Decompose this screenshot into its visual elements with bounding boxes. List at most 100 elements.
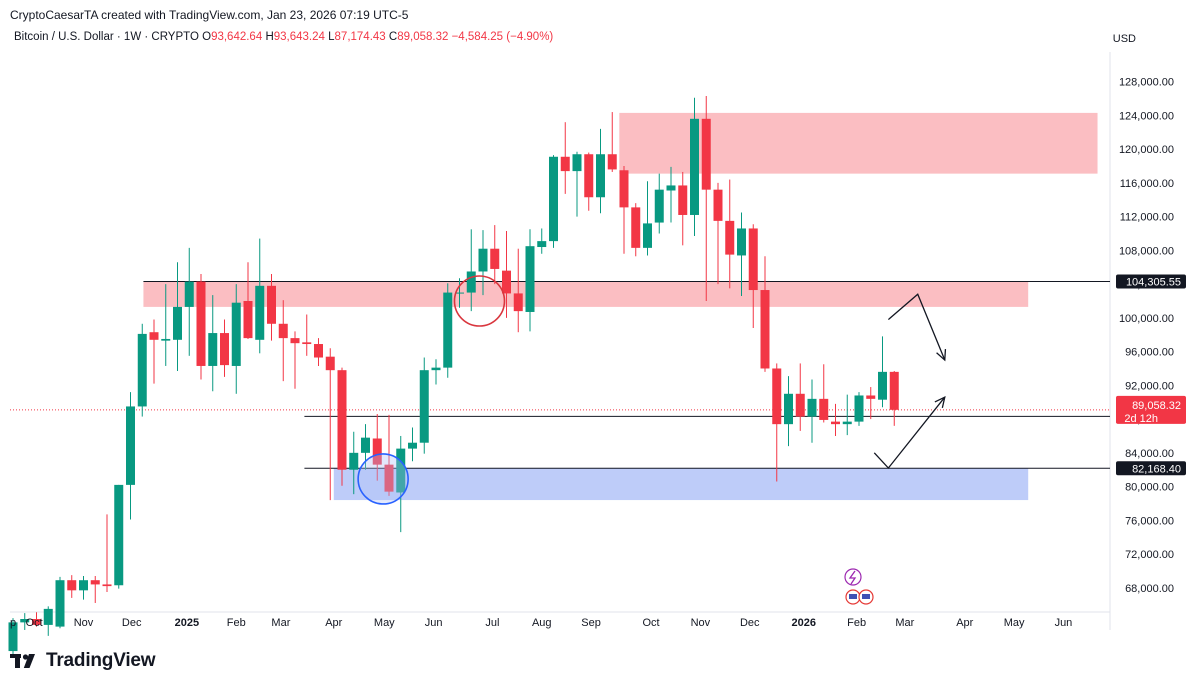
lower-support-level-tag-label: 82,168.40 xyxy=(1132,463,1181,475)
candle-body[interactable] xyxy=(701,118,711,190)
candle-body[interactable] xyxy=(184,281,194,307)
candle-body[interactable] xyxy=(290,338,300,344)
candle-body[interactable] xyxy=(431,367,441,371)
change-value: −4,584.25 (−4.90%) xyxy=(451,31,554,43)
candle-body[interactable] xyxy=(278,323,288,339)
candlestick-series[interactable] xyxy=(8,96,899,657)
candle-body[interactable] xyxy=(443,292,453,368)
lightning-event-icon[interactable] xyxy=(844,568,862,586)
candle-body[interactable] xyxy=(560,156,570,172)
candle-body[interactable] xyxy=(126,406,135,485)
candle-body[interactable] xyxy=(173,306,182,340)
demand-zone[interactable] xyxy=(333,468,1029,501)
candle-body[interactable] xyxy=(325,356,335,371)
bearish-scenario-arrow-head xyxy=(936,349,947,362)
candle-body[interactable] xyxy=(137,333,147,407)
candle-body[interactable] xyxy=(619,170,629,208)
candle-body[interactable] xyxy=(90,580,100,585)
candle-body[interactable] xyxy=(455,292,464,294)
upper-supply-zone[interactable] xyxy=(619,112,1098,174)
candle-body[interactable] xyxy=(678,185,688,215)
x-tick-label: Mar xyxy=(895,617,914,629)
candle-body[interactable] xyxy=(243,301,253,339)
bearish-scenario-arrow[interactable] xyxy=(887,293,946,361)
candle-body[interactable] xyxy=(314,344,323,358)
candle-body[interactable] xyxy=(854,395,864,422)
candle-body[interactable] xyxy=(525,246,535,312)
candle-body[interactable] xyxy=(725,220,735,255)
candle-body[interactable] xyxy=(8,622,18,652)
candle-body[interactable] xyxy=(584,154,594,198)
resistance-retest-circle[interactable] xyxy=(453,275,506,327)
candle-body[interactable] xyxy=(255,285,265,340)
candle-body[interactable] xyxy=(361,437,370,453)
candle-body[interactable] xyxy=(161,338,171,341)
candle-body[interactable] xyxy=(419,370,429,443)
candle-body[interactable] xyxy=(114,484,124,586)
symbol-name[interactable]: Bitcoin / U.S. Dollar · 1W · CRYPTO xyxy=(14,31,199,43)
candle-body[interactable] xyxy=(396,448,406,493)
candle-body[interactable] xyxy=(32,619,41,625)
candle-body[interactable] xyxy=(549,156,558,242)
candle-body[interactable] xyxy=(20,619,30,623)
candle-body[interactable] xyxy=(643,223,652,248)
candle-body[interactable] xyxy=(79,580,88,591)
x-tick-label: Feb xyxy=(227,617,246,629)
candle-body[interactable] xyxy=(149,332,159,340)
candle-body[interactable] xyxy=(43,608,53,625)
candle-body[interactable] xyxy=(795,393,805,417)
flag-canton xyxy=(862,594,870,599)
support-retest-circle[interactable] xyxy=(357,453,409,505)
candle-body[interactable] xyxy=(372,438,382,465)
candle-body[interactable] xyxy=(384,464,394,492)
candle-body[interactable] xyxy=(408,442,417,449)
x-tick-label: 2025 xyxy=(175,617,199,629)
candle-body[interactable] xyxy=(666,185,676,191)
candle-body[interactable] xyxy=(772,368,782,425)
candle-body[interactable] xyxy=(220,333,229,366)
candle-body[interactable] xyxy=(466,271,476,293)
candle-body[interactable] xyxy=(654,189,664,223)
candle-body[interactable] xyxy=(196,281,206,366)
y-tick-label: 96,000.00 xyxy=(1125,347,1174,359)
candle-body[interactable] xyxy=(231,302,241,366)
candle-body[interactable] xyxy=(807,398,817,417)
y-tick-label: 124,000.00 xyxy=(1119,110,1174,122)
candle-body[interactable] xyxy=(302,342,312,345)
candle-body[interactable] xyxy=(607,154,617,170)
candle-body[interactable] xyxy=(690,118,699,215)
currency-selector[interactable]: USD xyxy=(1112,33,1136,45)
candle-body[interactable] xyxy=(537,241,547,248)
candle-body[interactable] xyxy=(760,290,770,369)
candle-body[interactable] xyxy=(831,421,840,425)
economic-events-markers[interactable] xyxy=(844,568,874,605)
candle-body[interactable] xyxy=(572,154,582,172)
candle-body[interactable] xyxy=(102,584,112,587)
candle-body[interactable] xyxy=(631,207,641,248)
bullish-scenario-arrow[interactable] xyxy=(873,396,946,470)
candle-body[interactable] xyxy=(490,248,500,269)
candle-body[interactable] xyxy=(337,370,347,470)
tradingview-logo-icon xyxy=(10,654,35,668)
resistance-supply-zone[interactable] xyxy=(143,281,1029,307)
candle-body[interactable] xyxy=(819,398,829,420)
candle-body[interactable] xyxy=(55,580,65,627)
candle-body[interactable] xyxy=(842,421,852,425)
candle-body[interactable] xyxy=(713,189,723,221)
candle-body[interactable] xyxy=(349,452,359,470)
candle-body[interactable] xyxy=(889,371,899,410)
candle-body[interactable] xyxy=(67,580,77,591)
candle-body[interactable] xyxy=(208,333,218,366)
candle-body[interactable] xyxy=(513,293,523,312)
candle-body[interactable] xyxy=(866,395,876,399)
tradingview-logo[interactable]: TradingView xyxy=(10,650,156,672)
candle-body[interactable] xyxy=(784,393,793,425)
candle-body[interactable] xyxy=(737,228,746,256)
candle-body[interactable] xyxy=(596,154,605,198)
candle-body[interactable] xyxy=(878,371,887,400)
candle-body[interactable] xyxy=(478,248,488,272)
candle-body[interactable] xyxy=(502,270,511,294)
candle-body[interactable] xyxy=(748,228,758,291)
candle-body[interactable] xyxy=(267,285,276,324)
